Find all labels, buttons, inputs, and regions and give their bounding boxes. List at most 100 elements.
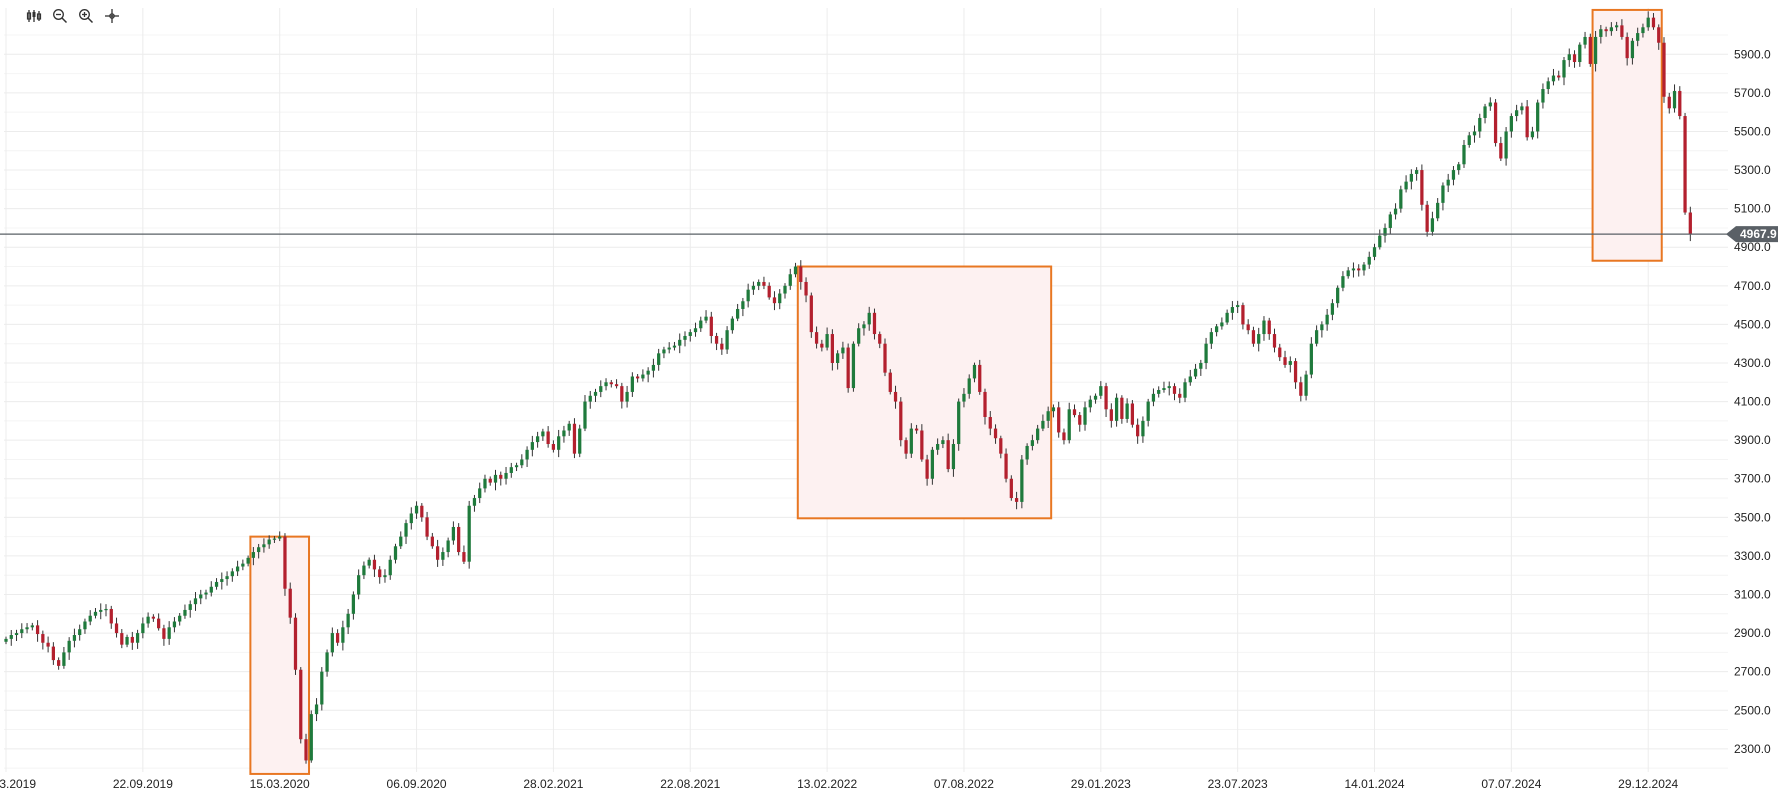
candle-up [1672, 90, 1677, 109]
candle-down [1267, 320, 1271, 335]
candle-down [1130, 403, 1135, 425]
candle-up [641, 374, 645, 379]
candle-up [1225, 312, 1229, 323]
candle-up [857, 328, 861, 344]
candle-down [999, 438, 1003, 454]
candle-up [593, 391, 598, 396]
candle-up [267, 539, 271, 545]
candle-down [372, 559, 377, 570]
candle-down [435, 546, 440, 560]
candle-down [430, 536, 434, 547]
zoom-in-button[interactable] [76, 6, 96, 26]
candle-up [836, 353, 840, 363]
candle-up [246, 557, 250, 564]
candle-up [1167, 386, 1171, 389]
candle-up [1036, 428, 1040, 441]
candle-up [204, 592, 208, 595]
candle-down [983, 391, 987, 418]
candle-up [493, 474, 498, 483]
candle-up [478, 488, 482, 499]
candle-up [1488, 102, 1492, 107]
y-tick-label: 5700.0 [1734, 86, 1771, 100]
candle-up [1530, 131, 1535, 138]
candle-up [1546, 81, 1550, 90]
candle-up [557, 436, 561, 450]
candle-up [1183, 382, 1187, 398]
candle-up [1467, 135, 1471, 145]
candle-up [325, 652, 329, 672]
y-tick-label: 2900.0 [1734, 626, 1771, 640]
candle-up [451, 526, 456, 541]
candle-up [20, 629, 24, 634]
candle-up [1151, 393, 1156, 402]
candle-down [988, 417, 992, 429]
candle-up [630, 376, 634, 392]
candle-up [693, 328, 698, 333]
candle-up [1083, 407, 1087, 425]
x-tick-label: 28.02.2021 [523, 777, 583, 791]
candle-up [725, 330, 729, 350]
candle-up [951, 444, 956, 470]
candle-up [514, 465, 519, 468]
candle-up [199, 594, 203, 599]
candle-down [1499, 143, 1503, 159]
candle-up [825, 334, 829, 348]
candle-down [1172, 386, 1177, 394]
zoom-out-button[interactable] [50, 6, 70, 26]
candle-up [235, 566, 240, 572]
candle-up [214, 581, 219, 587]
candle-up [967, 378, 971, 394]
candle-up [4, 638, 8, 642]
candle-up [104, 608, 108, 611]
candle-down [1572, 54, 1577, 63]
candle-up [1146, 401, 1150, 421]
candle-down [709, 316, 713, 336]
candle-up [393, 546, 398, 560]
candle-up [62, 652, 66, 666]
candle-up [867, 312, 871, 325]
candle-up [193, 598, 198, 605]
candle-up [30, 625, 34, 628]
x-tick-label: 14.01.2024 [1344, 777, 1404, 791]
candle-up [541, 431, 545, 437]
candle-up [141, 623, 145, 634]
candle-down [293, 617, 298, 670]
candle-up [1520, 106, 1524, 111]
crosshair-button[interactable] [102, 6, 122, 26]
candle-down [35, 625, 40, 635]
candle-up [1599, 29, 1603, 37]
candle-up [1125, 403, 1129, 419]
candle-up [509, 467, 513, 473]
candle-down [814, 332, 819, 344]
candle-down [772, 297, 777, 304]
candle-down [378, 569, 382, 578]
x-tick-label: 06.09.2020 [387, 777, 447, 791]
candle-up [1020, 459, 1024, 502]
candle-down [572, 423, 577, 454]
x-tick-label: 23.07.2023 [1208, 777, 1268, 791]
y-tick-label: 3100.0 [1734, 588, 1771, 602]
candle-down [809, 295, 813, 333]
candle-up [309, 714, 313, 761]
candle-up [1188, 376, 1192, 383]
current-price-line: 4967.9 [0, 226, 1778, 243]
chart-type-button[interactable] [24, 6, 44, 26]
candle-up [1383, 227, 1387, 236]
y-tick-label: 3300.0 [1734, 549, 1771, 563]
candle-down [109, 608, 113, 624]
candle-up [1630, 40, 1635, 59]
candle-down [883, 343, 887, 373]
x-tick-label: 31.03.2019 [0, 777, 36, 791]
candle-up [351, 594, 356, 614]
candle-down [1420, 170, 1424, 205]
candle-down [130, 636, 134, 643]
candle-down [904, 440, 908, 454]
x-axis: 31.03.2019 22.09.2019 15.03.2020 06.09.2020… [0, 777, 1679, 791]
y-tick-label: 2500.0 [1734, 703, 1771, 717]
candle-up [1509, 116, 1513, 132]
candle-up [1578, 44, 1582, 63]
candle-up [172, 621, 177, 628]
candle-up [320, 671, 324, 705]
candle-down [1293, 361, 1298, 383]
